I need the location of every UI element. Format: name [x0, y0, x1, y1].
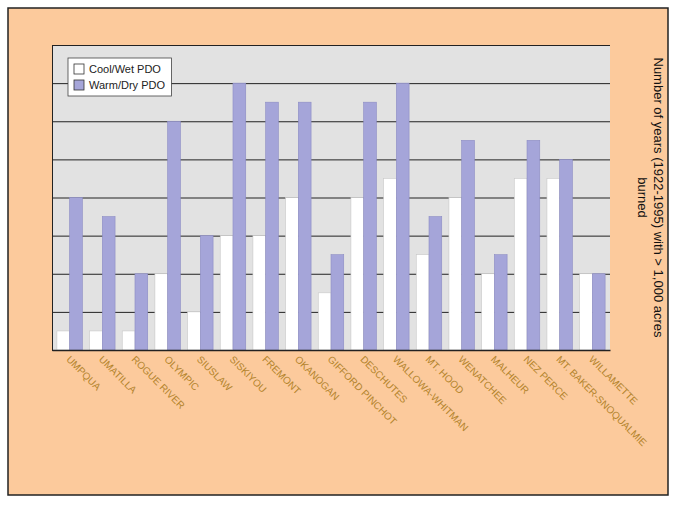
plot-background: [52, 45, 610, 350]
bar: [384, 178, 397, 350]
bar: [286, 198, 299, 351]
bar: [168, 121, 181, 350]
frame: [8, 8, 668, 495]
bar: [122, 331, 135, 350]
y-tick: [52, 350, 610, 351]
grid-line: [52, 121, 610, 122]
bar: [364, 102, 377, 350]
y-tick: [52, 159, 610, 160]
x-tick-label: WILLAMETTE: [587, 354, 640, 407]
bar: [233, 83, 246, 350]
bar: [155, 274, 168, 350]
legend-item: Warm/Dry PDO: [74, 79, 165, 91]
y-axis-line: [53, 46, 611, 351]
x-tick: UMATILLA: [97, 350, 139, 396]
x-tick-label: MT. BAKER-SNOQUALMIE: [554, 354, 649, 449]
y-tick: [52, 121, 610, 122]
bar: [90, 331, 103, 350]
bar: [188, 312, 201, 350]
grid-line: [52, 45, 610, 46]
y-tick: [52, 45, 610, 46]
bar: [429, 217, 442, 350]
x-tick: SIUSLAW: [195, 350, 235, 393]
x-axis: UMPQUAUMATILLAROGUE RIVEROLYMPICSIUSLAWS…: [53, 350, 650, 448]
y-axis: [52, 46, 610, 351]
bar: [253, 236, 266, 350]
grid-line: [52, 159, 610, 160]
x-tick: UMPQUA: [64, 350, 103, 393]
bar: [416, 255, 429, 350]
bar: [592, 274, 605, 350]
bar: [57, 331, 70, 350]
bar: [298, 102, 311, 350]
x-tick: ROGUE RIVER: [130, 350, 187, 411]
bar: [527, 140, 540, 350]
x-axis-line: [53, 350, 611, 352]
legend: Cool/Wet PDO Warm/Dry PDO: [68, 58, 171, 96]
bar: [449, 198, 462, 351]
x-tick: SISKIYOU: [228, 350, 269, 395]
grid-line: [52, 350, 610, 351]
legend-box: [68, 58, 171, 96]
bar-series: [57, 178, 592, 350]
bar: [547, 178, 560, 350]
x-tick: MT. BAKER-SNOQUALMIE: [554, 350, 649, 448]
legend-label: Cool/Wet PDO: [89, 63, 161, 75]
x-tick-label: WALLOWA-WHITMAN: [391, 354, 471, 434]
x-tick-label: UMPQUA: [64, 354, 103, 393]
legend-swatch: [74, 64, 84, 74]
bar: [266, 102, 279, 350]
x-tick: WILLAMETTE: [587, 350, 640, 407]
bar: [70, 198, 83, 351]
bar: [331, 255, 344, 350]
bar: [396, 83, 409, 350]
legend-item: Cool/Wet PDO: [74, 63, 161, 75]
legend-label: Warm/Dry PDO: [89, 79, 165, 91]
bars: [57, 83, 605, 350]
bar: [220, 236, 233, 350]
legend-swatch: [74, 80, 84, 90]
bar: [462, 140, 475, 350]
bar: [200, 236, 213, 350]
bar: [514, 178, 527, 350]
bar: [351, 198, 364, 351]
bar: [560, 159, 573, 350]
x-tick: OLYMPIC: [162, 350, 201, 393]
plot: UMPQUAUMATILLAROGUE RIVEROLYMPICSIUSLAWS…: [52, 45, 649, 448]
y-axis-title: Number of years (1922-1995) with > 1,000…: [635, 57, 666, 338]
bar: [494, 255, 507, 350]
bar: [102, 217, 115, 350]
bar-series: [70, 83, 605, 350]
bar: [135, 274, 148, 350]
bar: [580, 274, 593, 350]
bar: [318, 293, 331, 350]
bar: [482, 274, 495, 350]
